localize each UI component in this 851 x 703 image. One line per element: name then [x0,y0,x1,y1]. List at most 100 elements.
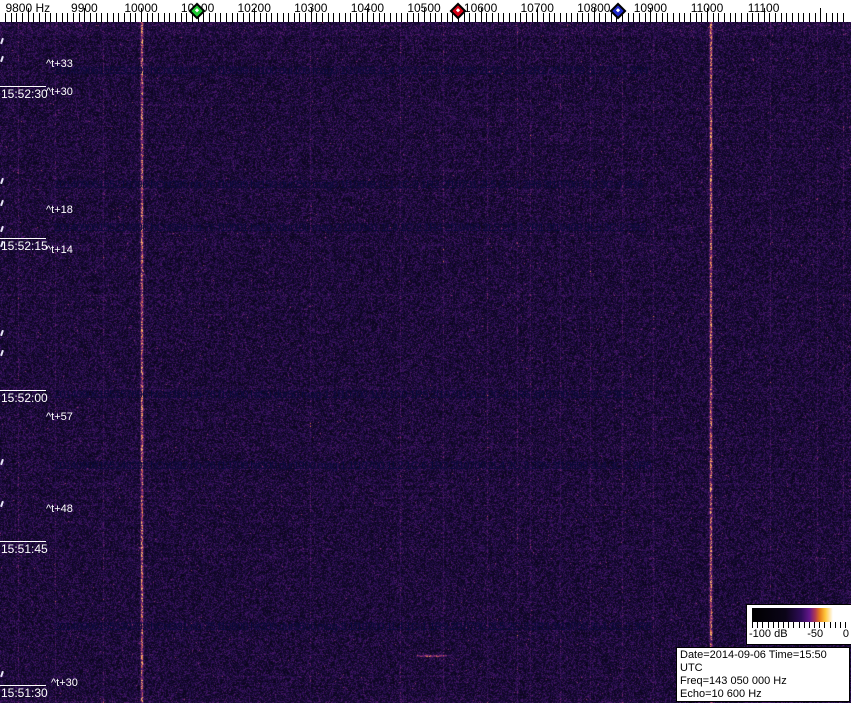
time-axis-label: 15:52:15 [0,238,48,253]
freq-tick [407,13,409,22]
freq-tick [5,13,7,22]
freq-tick [293,13,295,22]
colorbar-ticks [752,622,846,628]
freq-tick-label: 10000 [124,1,158,15]
freq-tick [774,13,776,22]
freq-tick [73,13,75,22]
freq-tick [129,13,131,22]
freq-tick [248,13,250,22]
time-axis-label-text: 15:52:00 [1,391,48,405]
echo-time-offset-marker: ^t+14 [46,244,73,256]
freq-tick [667,13,669,22]
freq-tick [786,13,788,22]
freq-tick [514,13,516,22]
freq-tick [582,13,584,22]
colorbar-tick [834,622,836,628]
freq-tick [305,13,307,22]
freq-tick [265,13,267,22]
detection-text: 20140906155214396 hCnt384 nb-76 f10901 h… [54,222,646,234]
colorbar-tick [824,622,826,628]
spectrogram-waterfall [0,22,851,703]
freq-tick [78,13,80,22]
freq-tick [276,13,278,22]
freq-tick [571,13,573,22]
freq-tick [559,13,561,22]
freq-tick [695,13,697,22]
time-tick-mark [0,458,4,466]
colorbar-max-label: 0 [842,628,849,640]
colorbar-tick [783,622,784,628]
freq-tick [299,13,301,22]
freq-tick [780,13,782,22]
freq-tick [124,13,126,22]
freq-tick [593,8,595,22]
freq-tick [520,13,522,22]
freq-tick [373,13,375,22]
freq-tick [491,13,493,22]
freq-tick [118,13,120,22]
freq-tick [757,13,759,22]
freq-tick [135,13,137,22]
freq-tick [820,8,822,22]
freq-tick [463,13,465,22]
freq-tick-label: 10700 [520,1,554,15]
freq-tick [718,13,720,22]
freq-tick [508,13,510,22]
freq-tick [474,13,476,22]
detection-text: 20140906155130792 hCnt381 nb-75 f10900 h… [54,621,652,633]
freq-tick [152,13,154,22]
freq-tick [90,13,92,22]
freq-tick-label: 11100 [747,1,780,15]
freq-tick [440,13,442,22]
freq-tick [639,13,641,22]
info-date-time: Date=2014-09-06 Time=15:50 UTC [680,649,827,674]
freq-tick [831,13,833,22]
freq-tick [390,13,392,22]
info-frequency: Freq=143 050 000 Hz [680,675,787,687]
freq-tick [401,13,403,22]
freq-tick [259,13,261,22]
freq-tick [525,13,527,22]
freq-tick-label: 10400 [350,1,385,15]
freq-tick [237,13,239,22]
freq-tick [384,13,386,22]
freq-tick [208,13,210,22]
freq-tick [361,13,363,22]
freq-tick [84,8,86,22]
freq-tick-label: 9800 Hz [5,1,51,15]
colorbar-tick [814,622,815,628]
freq-tick [27,8,29,22]
freq-tick [67,13,69,22]
colorbar-tick [752,622,753,628]
time-axis-label: 15:51:45 [0,541,48,556]
time-axis-label-text: 15:51:30 [1,686,48,700]
freq-tick [95,13,97,22]
echo-time-offset-marker: ^t+30 [46,86,73,98]
freq-tick [435,13,437,22]
freq-tick [367,8,369,22]
freq-tick [701,13,703,22]
freq-tick [752,13,754,22]
info-echo-frequency: Echo=10 600 Hz [680,688,762,700]
frequency-scale: 9800 Hz990010000101001020010300104001050… [0,0,851,22]
freq-tick [605,13,607,22]
colorbar-tick [808,622,810,628]
freq-marker-blue-diamond-icon[interactable] [609,2,627,20]
freq-tick [225,13,227,22]
freq-tick [310,8,312,22]
freq-tick [684,13,686,22]
detection-text: 20140906155157696 hCnt383 nb-76 f10900 h… [54,389,632,401]
freq-tick [350,13,352,22]
freq-tick [656,13,658,22]
colorbar-tick [819,622,821,628]
freq-tick-label: 11000 [690,1,724,15]
freq-tick [480,8,482,22]
colorbar-tick [757,622,759,628]
colorbar-mid-label: -50 [807,628,824,640]
freq-tick [333,13,335,22]
time-tick-mark [0,500,4,508]
freq-tick [39,13,41,22]
freq-tick [803,13,805,22]
detection-text: 20140906155148292 hCnt382 nb-76 f10700 h… [54,460,652,472]
freq-tick [797,13,799,22]
